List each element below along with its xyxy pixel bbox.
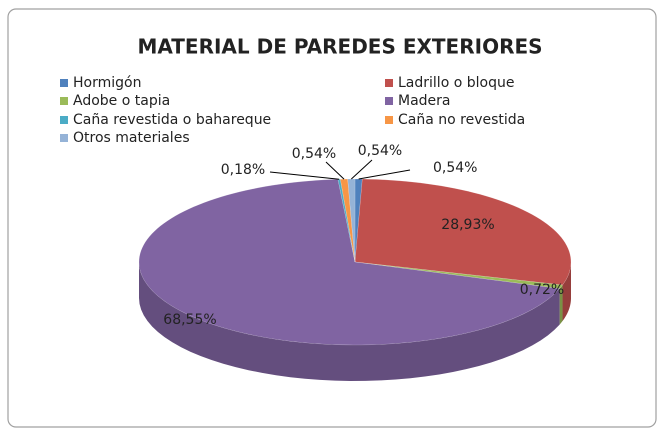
data-label: 0,72% <box>520 282 564 298</box>
leader-line <box>358 169 411 180</box>
slice-side <box>559 285 563 325</box>
data-label: 0,54% <box>358 143 402 159</box>
legend-swatch <box>60 134 68 142</box>
legend-label: Otros materiales <box>73 130 190 146</box>
legend-swatch <box>385 97 393 105</box>
legend-label: Adobe o tapia <box>73 93 170 109</box>
data-label: 28,93% <box>441 217 494 233</box>
data-label: 0,54% <box>433 160 477 176</box>
leader-line <box>325 161 345 180</box>
legend-label: Madera <box>398 93 451 109</box>
legend-label: Hormigón <box>73 75 141 91</box>
data-label: 0,18% <box>221 162 265 178</box>
legend-swatch <box>385 116 393 124</box>
leader-line <box>350 159 373 180</box>
slice-side <box>139 262 560 381</box>
legend-swatch <box>60 97 68 105</box>
data-label: 0,54% <box>292 146 336 162</box>
slice-side <box>562 262 571 322</box>
legend-label: Ladrillo o bloque <box>398 75 514 91</box>
legend-label: Caña no revestida <box>398 112 525 128</box>
legend-swatch <box>60 116 68 124</box>
legend-swatch <box>385 79 393 87</box>
legend-swatch <box>60 79 68 87</box>
slice <box>138 179 561 346</box>
slice <box>354 178 572 286</box>
leader-line <box>269 171 340 180</box>
legend-label: Caña revestida o bahareque <box>73 112 271 128</box>
data-label: 68,55% <box>163 312 216 328</box>
chart-title: MATERIAL DE PAREDES EXTERIORES <box>137 35 542 59</box>
